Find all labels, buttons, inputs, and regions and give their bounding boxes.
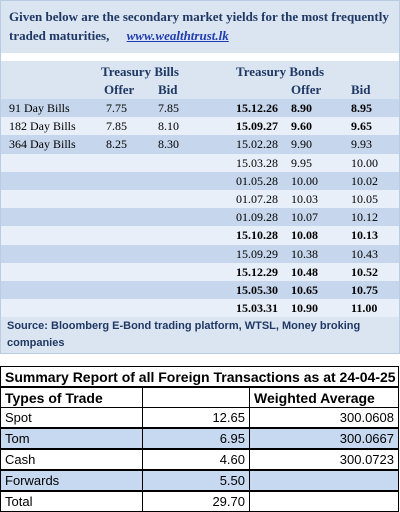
column-heading: Bid: [158, 82, 178, 97]
row-band: [1, 262, 399, 281]
bond-bid: 10.43: [351, 246, 378, 261]
row-band: [1, 281, 399, 300]
bond-maturity: 15.12.26: [236, 101, 278, 115]
bond-bid: 10.00: [351, 155, 378, 170]
bill-offer: 8.25: [106, 137, 127, 152]
bond-bid: 10.13: [351, 228, 378, 243]
row-band: [1, 244, 399, 263]
separator: [1, 53, 399, 61]
bond-offer: 10.48: [291, 264, 318, 279]
column-header: Types of Trade: [0, 387, 143, 408]
bond-bid: 9.93: [351, 137, 372, 152]
bond-offer: 9.95: [291, 155, 312, 170]
bond-maturity: 15.12.29: [236, 264, 278, 279]
bond-maturity: 01.07.28: [236, 192, 278, 206]
trade-type: Total: [0, 491, 143, 512]
header-text: Given below are the secondary market yie…: [9, 9, 389, 43]
bond-maturity: 01.09.28: [236, 210, 278, 225]
bond-offer: 10.38: [291, 246, 318, 261]
bond-bid: 8.95: [351, 101, 372, 115]
trade-amount: 4.60: [142, 449, 250, 470]
bond-bid: 10.75: [351, 283, 378, 297]
bond-offer: 10.65: [291, 283, 318, 297]
trade-amount: 12.65: [142, 407, 250, 428]
row-band: [1, 299, 399, 318]
trade-average: 300.0667: [249, 428, 399, 449]
bill-offer: 7.85: [106, 119, 127, 134]
bill-bid: 8.10: [158, 119, 179, 134]
row-band: [1, 99, 399, 118]
row-band: [1, 226, 399, 245]
bond-maturity: 15.02.28: [236, 137, 278, 152]
column-header: Weighted Average: [249, 387, 399, 408]
summary-title: Summary Report of all Foreign Transactio…: [0, 366, 399, 387]
trade-average: [249, 470, 399, 491]
bill-offer: 7.75: [106, 101, 127, 115]
source: Source: Bloomberg E-Bond trading platfor…: [7, 320, 361, 349]
column-header-blank: [142, 387, 250, 408]
trade-amount: 5.50: [142, 470, 250, 491]
column-heading: Bid: [351, 82, 371, 97]
bond-maturity: 15.09.27: [236, 119, 278, 134]
bond-maturity: 15.03.28: [236, 155, 278, 170]
bond-offer: 10.00: [291, 173, 318, 188]
bond-bid: 10.05: [351, 192, 378, 206]
bond-offer: 9.90: [291, 137, 312, 152]
bond-maturity: 15.09.29: [236, 246, 278, 261]
trade-average: 300.0608: [249, 407, 399, 428]
bill-bid: 7.85: [158, 101, 179, 115]
row-band: [1, 135, 399, 154]
bill-name: 182 Day Bills: [9, 119, 76, 134]
trade-type: Forwards: [0, 470, 143, 491]
bill-bid: 8.30: [158, 137, 179, 152]
trade-amount: 6.95: [142, 428, 250, 449]
row-band: [1, 190, 399, 209]
bond-bid: 10.52: [351, 264, 378, 279]
trade-type: Cash: [0, 449, 143, 470]
bond-offer: 10.90: [291, 301, 318, 316]
bond-bid: 9.65: [351, 119, 372, 134]
bond-bid: 11.00: [351, 301, 378, 316]
bond-bid: 10.12: [351, 210, 378, 225]
bill-name: 91 Day Bills: [9, 101, 70, 115]
bonds-heading: Treasury Bonds: [236, 64, 325, 79]
trade-amount: 29.70: [142, 491, 250, 512]
bond-offer: 9.60: [291, 119, 312, 134]
column-heading: Offer: [291, 82, 322, 97]
bond-maturity: 15.05.30: [236, 283, 278, 297]
trade-average: 300.0723: [249, 449, 399, 470]
column-heading: Offer: [104, 82, 135, 97]
bond-offer: 10.07: [291, 210, 318, 225]
row-band: [1, 153, 399, 172]
bond-offer: 10.08: [291, 228, 318, 243]
bond-offer: 8.90: [291, 101, 312, 115]
yield-panel: Given below are the secondary market yie…: [0, 0, 400, 354]
bill-name: 364 Day Bills: [9, 137, 76, 152]
bond-bid: 10.02: [351, 173, 378, 188]
header-link[interactable]: www.wealthtrust.lk: [126, 28, 229, 43]
trade-type: Spot: [0, 407, 143, 428]
header: Given below are the secondary market yie…: [9, 7, 394, 45]
row-band: [1, 117, 399, 136]
summary-table: Summary Report of all Foreign Transactio…: [0, 366, 399, 512]
header-band: [1, 1, 399, 51]
bond-offer: 10.03: [291, 192, 318, 206]
trade-average: [249, 491, 399, 512]
bond-maturity: 01.05.28: [236, 173, 278, 188]
bond-maturity: 15.10.28: [236, 228, 278, 243]
row-band: [1, 208, 399, 227]
bills-heading: Treasury Bills: [101, 64, 179, 79]
row-band: [1, 171, 399, 190]
trade-type: Tom: [0, 428, 143, 449]
bond-maturity: 15.03.31: [236, 301, 278, 316]
